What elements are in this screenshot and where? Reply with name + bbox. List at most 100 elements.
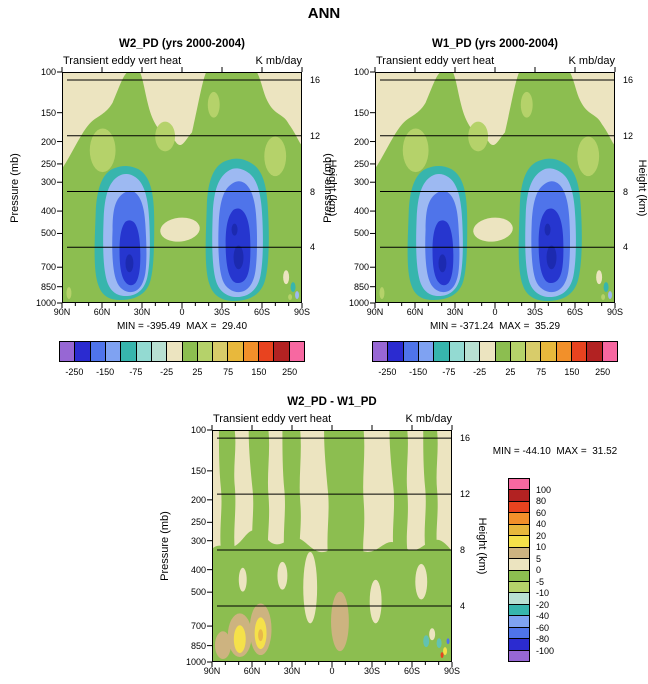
field-name-label: Transient eddy vert heat [213,413,332,425]
colorbar-cell [509,581,529,594]
colorbar-cell [167,342,183,361]
pressure-tick-label: 250 [353,158,369,169]
colorbar-tick-label: 20 [536,530,547,541]
latitude-tick-label: 60N [243,666,261,676]
colorbar-cell [509,559,529,571]
pressure-tick-label: 700 [190,621,206,632]
pressure-tick-label: 200 [353,136,369,147]
pressure-tick-label: 150 [40,107,56,118]
colorbar-tick-label: 10 [536,542,547,552]
colorbar-tick-label: 25 [505,367,516,377]
latitude-tick-label: 60N [406,307,424,317]
minmax-label-diff: MIN = -44.10 MAX = 31.52 [492,446,618,457]
pressure-tick-label: 100 [353,67,369,77]
colorbar-cell [105,342,122,361]
colorbar-tick-label: -60 [536,622,550,633]
colorbar-cell [509,627,529,640]
panel-title-diff: W2_PD - W1_PD [287,396,377,408]
colorbar-horizontal [59,341,305,362]
latitude-tick-label: 60S [566,307,583,317]
colorbar-tick-label: 60 [536,507,547,518]
colorbar-cell [509,490,529,502]
pressure-tick-label: 250 [190,517,206,528]
contour-plot-w1pd [375,72,615,303]
colorbar-tick-label: -80 [536,634,550,644]
colorbar-cell [60,342,76,361]
colorbar-tick-label: 150 [564,367,580,377]
colorbar-cell [509,604,529,617]
height-tick-label: 16 [623,75,634,86]
colorbar-tick-label: -150 [96,367,115,377]
height-tick-label: 16 [310,75,321,86]
colorbar-cell [197,342,214,361]
height-tick-label: 16 [460,433,471,444]
colorbar-cell [602,342,617,361]
colorbar-cell [182,342,198,361]
latitude-tick-label: 30S [213,307,230,317]
latitude-tick-label: 30N [283,666,301,676]
height-tick-label: 4 [310,242,316,253]
pressure-tick-label: 500 [40,228,56,239]
pressure-tick-label: 300 [353,177,369,188]
latitude-tick-label: 90S [606,307,623,317]
colorbar-cell [556,342,573,361]
panel-title-w1pd: W1_PD (yrs 2000-2004) [432,38,558,50]
pressure-tick-label: 1000 [185,657,206,667]
units-label: K mb/day [568,55,615,67]
pressure-tick-label: 100 [40,67,56,77]
pressure-tick-label: 700 [353,262,369,273]
colorbar-tick-label: 250 [595,367,611,377]
height-tick-label: 8 [460,545,466,556]
colorbar-cell [509,570,529,582]
colorbar-tick-label: -75 [129,367,143,377]
colorbar-cell [259,342,275,361]
height-tick-label: 8 [310,186,316,197]
colorbar-tick-label: 75 [536,367,547,377]
colorbar-tick-label: -100 [536,645,555,656]
colorbar-cell [449,342,465,361]
latitude-tick-label: 60S [253,307,270,317]
pressure-tick-label: 300 [40,177,56,188]
contour-field-w1pd [376,73,614,302]
pressure-tick-label: 400 [353,206,369,217]
pressure-tick-label: 100 [190,425,206,435]
colorbar-cell [587,342,603,361]
pressure-tick-label: 850 [190,640,206,651]
pressure-tick-label: 500 [353,228,369,239]
pressure-tick-label: 400 [40,206,56,217]
colorbar-cell [434,342,450,361]
contour-plot-w2pd [62,72,302,303]
colorbar-cell [403,342,419,361]
colorbar-cell [136,342,152,361]
colorbar-vertical [508,478,530,662]
colorbar-cell [509,593,529,605]
latitude-tick-label: 0 [179,307,185,317]
height-tick-label: 12 [310,130,321,141]
latitude-tick-label: 30N [446,307,464,317]
colorbar-tick-label: 25 [192,367,203,377]
colorbar-cell [526,342,542,361]
colorbar-tick-label: 250 [282,367,298,377]
minmax-label-w2pd: MIN = -395.49 MAX = 29.40 [116,321,248,332]
colorbar-cell [509,524,529,537]
colorbar-tick-label: -25 [160,367,174,377]
colorbar-tick-label: 150 [251,367,267,377]
contour-plot-diff [212,430,452,662]
colorbar-cell [509,639,529,651]
colorbar-tick-label: -25 [473,367,487,377]
colorbar-tick-label: -150 [409,367,428,377]
colorbar-cell [373,342,389,361]
contour-field-diff [213,431,451,661]
pressure-tick-label: 850 [40,281,56,292]
latitude-tick-label: 60S [403,666,420,676]
colorbar-cell [289,342,304,361]
colorbar-tick-label: 40 [536,519,547,529]
height-tick-label: 12 [623,130,634,141]
colorbar-horizontal [372,341,618,362]
colorbar-cell [213,342,229,361]
height-tick-label: 4 [460,601,466,612]
pressure-tick-label: 300 [190,535,206,546]
colorbar-tick-label: 100 [536,484,552,495]
colorbar-tick-label: -250 [378,367,397,377]
latitude-tick-label: 30S [363,666,380,676]
